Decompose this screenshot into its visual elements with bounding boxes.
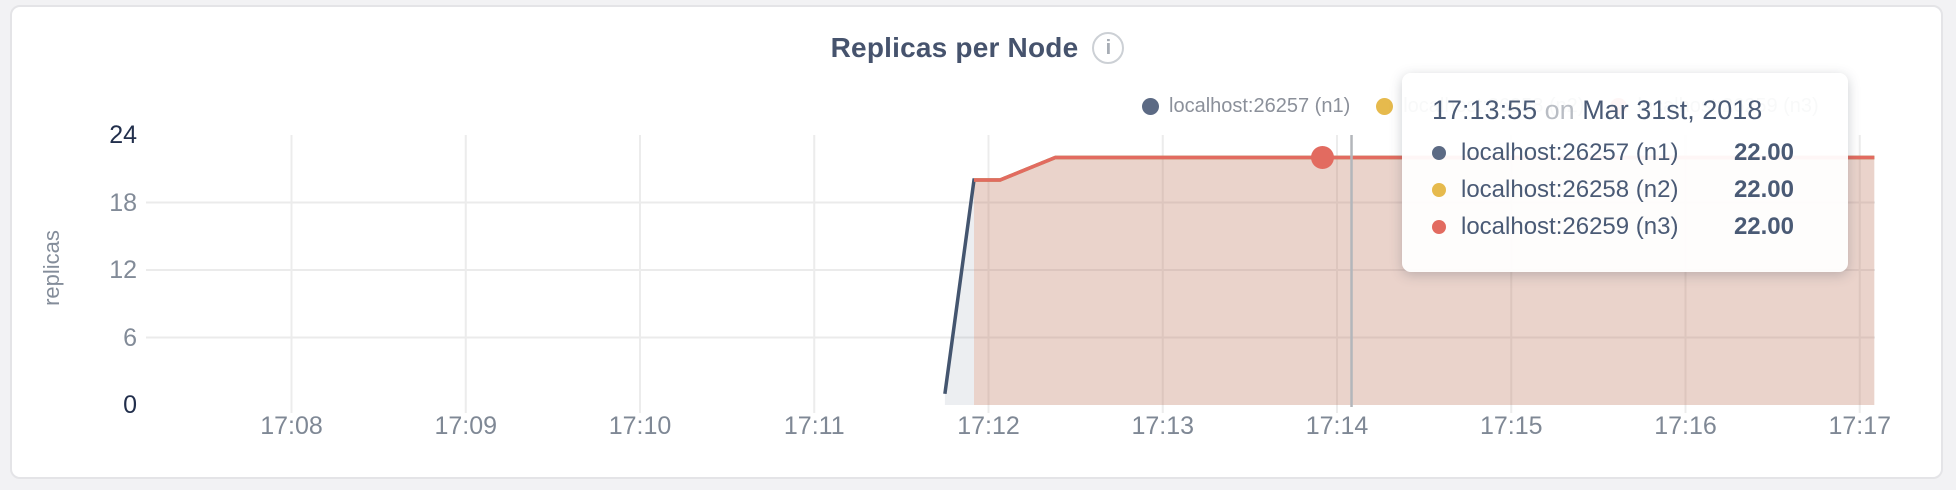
tooltip-series-value: 22.00 [1733, 212, 1794, 240]
y-tick-label: 12 [109, 256, 137, 284]
y-tick-label: 18 [109, 188, 137, 217]
legend-dot-icon [1376, 97, 1394, 115]
legend-label: localhost:26257 (n1) [1169, 94, 1351, 117]
x-tick-label: 17:12 [957, 412, 1020, 440]
y-tick-label: 6 [123, 323, 137, 352]
tooltip-separator: on [1544, 95, 1575, 125]
tooltip-series-label: localhost:26259 (n3) [1461, 212, 1679, 240]
tooltip-series-dot-icon [1432, 145, 1446, 160]
x-tick-label: 17:17 [1828, 412, 1892, 440]
tooltip-row: localhost:26258 (n2) 22.00 [1432, 171, 1822, 208]
tooltip-row: localhost:26257 (n1) 22.00 [1432, 134, 1822, 171]
tooltip-rows: localhost:26257 (n1) 22.00 localhost:26258… [1432, 134, 1822, 245]
x-tick-label: 17:11 [783, 412, 845, 440]
tooltip-series-dot-icon [1432, 219, 1446, 234]
tooltip-date: Mar 31st, 2018 [1582, 95, 1763, 125]
legend-item[interactable]: localhost:26257 (n1) [1142, 95, 1350, 118]
tooltip-series-label: localhost:26258 (n2) [1461, 175, 1679, 203]
y-tick-label: 0 [123, 391, 137, 419]
tooltip-title: 17:13:55 on Mar 31st, 2018 [1432, 95, 1822, 126]
legend-dot-icon [1142, 97, 1159, 115]
tooltip-series-value: 22.00 [1733, 175, 1794, 203]
x-tick-label: 17:09 [434, 412, 498, 440]
tooltip-series-label: localhost:26257 (n1) [1461, 138, 1679, 166]
tooltip-row: localhost:26259 (n3) 22.00 [1432, 208, 1822, 245]
x-tick-label: 17:15 [1479, 412, 1543, 440]
y-tick-label: 24 [109, 121, 137, 149]
info-icon[interactable]: i [1092, 32, 1125, 64]
x-tick-label: 17:16 [1654, 412, 1717, 440]
tooltip-series-value: 22.00 [1733, 138, 1794, 166]
x-tick-label: 17:08 [260, 412, 323, 440]
x-tick-label: 17:14 [1305, 412, 1369, 440]
x-tick-label: 17:10 [608, 412, 672, 440]
chart-header: Replicas per Node i [10, 26, 1945, 70]
x-tick-label: 17:13 [1131, 412, 1195, 440]
chart-title: Replicas per Node [830, 32, 1079, 63]
hover-tooltip: 17:13:55 on Mar 31st, 2018 localhost:262… [1402, 73, 1848, 272]
tooltip-time: 17:13:55 [1432, 95, 1538, 125]
highlight-dot [1310, 146, 1334, 169]
tooltip-series-dot-icon [1432, 182, 1446, 197]
